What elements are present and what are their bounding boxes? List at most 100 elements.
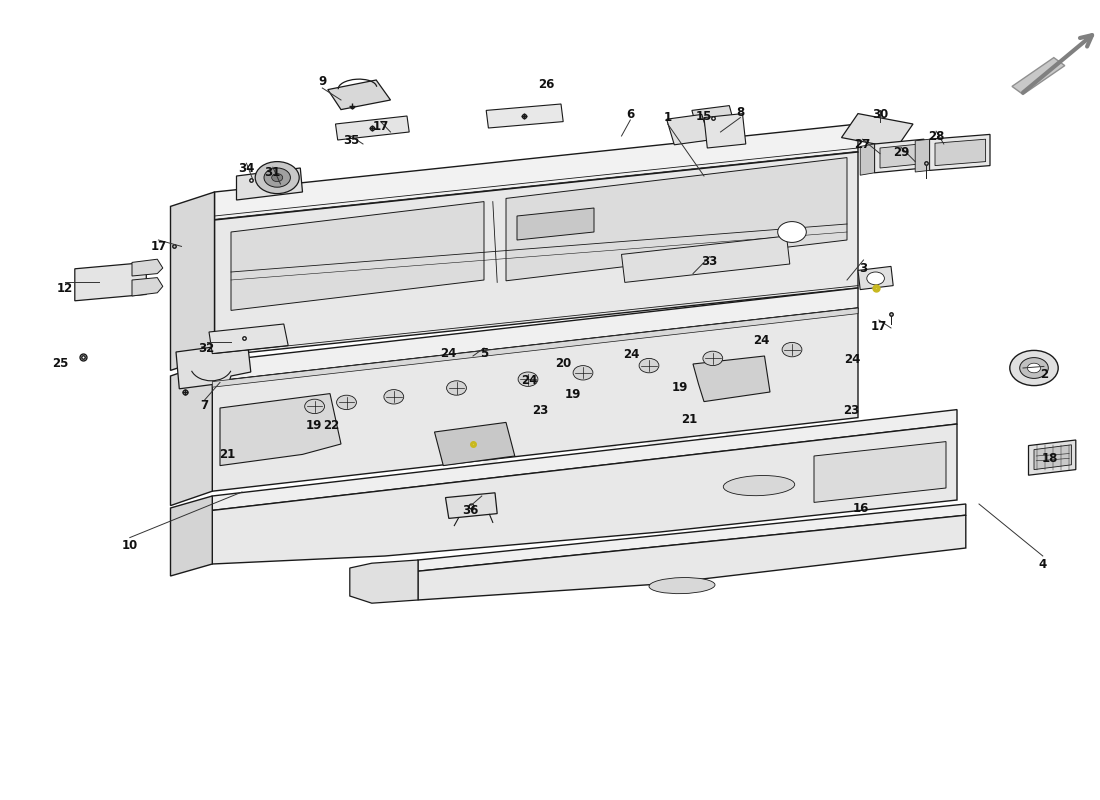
Polygon shape xyxy=(132,259,163,276)
Text: 24: 24 xyxy=(624,348,639,361)
Polygon shape xyxy=(212,308,858,387)
Polygon shape xyxy=(935,139,986,166)
Text: 4: 4 xyxy=(1038,558,1047,570)
Text: 10: 10 xyxy=(122,539,138,552)
Polygon shape xyxy=(170,496,212,576)
Polygon shape xyxy=(220,394,341,466)
Text: 22: 22 xyxy=(323,419,339,432)
Text: 25: 25 xyxy=(53,358,68,370)
Polygon shape xyxy=(517,208,594,240)
Polygon shape xyxy=(1028,440,1076,475)
Polygon shape xyxy=(704,114,746,148)
Polygon shape xyxy=(693,356,770,402)
Polygon shape xyxy=(214,152,858,356)
Circle shape xyxy=(573,366,593,380)
Text: 31: 31 xyxy=(265,166,280,178)
Text: 23: 23 xyxy=(532,404,548,417)
Polygon shape xyxy=(132,278,163,296)
Polygon shape xyxy=(350,560,418,603)
Text: 24: 24 xyxy=(845,353,860,366)
Circle shape xyxy=(639,358,659,373)
Text: 7: 7 xyxy=(200,399,209,412)
Polygon shape xyxy=(418,504,966,571)
Text: 24: 24 xyxy=(521,374,537,387)
Text: 21: 21 xyxy=(220,448,235,461)
Circle shape xyxy=(782,342,802,357)
Circle shape xyxy=(1027,363,1041,373)
Polygon shape xyxy=(814,442,946,502)
Text: 17: 17 xyxy=(373,120,388,133)
Text: 33: 33 xyxy=(702,255,717,268)
Text: 29: 29 xyxy=(893,146,909,158)
Polygon shape xyxy=(915,139,930,172)
Polygon shape xyxy=(212,410,957,510)
Polygon shape xyxy=(1012,58,1065,94)
Polygon shape xyxy=(328,80,390,110)
Text: 6: 6 xyxy=(626,108,635,121)
Circle shape xyxy=(867,272,884,285)
Ellipse shape xyxy=(724,475,794,496)
Text: 16: 16 xyxy=(854,502,869,514)
Text: 19: 19 xyxy=(306,419,321,432)
Text: 35: 35 xyxy=(343,134,359,147)
Polygon shape xyxy=(170,192,214,370)
Text: 9: 9 xyxy=(318,75,327,88)
Text: 21: 21 xyxy=(682,413,697,426)
Polygon shape xyxy=(434,422,515,466)
Circle shape xyxy=(305,399,324,414)
Text: 5: 5 xyxy=(480,347,488,360)
Text: 12: 12 xyxy=(57,282,73,294)
Polygon shape xyxy=(231,202,484,310)
Polygon shape xyxy=(506,158,847,281)
Text: 2: 2 xyxy=(1040,368,1048,381)
Polygon shape xyxy=(176,342,251,389)
Text: 19: 19 xyxy=(672,381,688,394)
Text: 26: 26 xyxy=(539,78,554,90)
Circle shape xyxy=(1010,350,1058,386)
Text: 1: 1 xyxy=(663,111,672,124)
Text: eurospares: eurospares xyxy=(220,384,747,465)
Circle shape xyxy=(264,168,290,187)
Polygon shape xyxy=(858,266,893,290)
Polygon shape xyxy=(446,493,497,518)
Polygon shape xyxy=(1034,445,1071,470)
Polygon shape xyxy=(874,139,924,173)
Polygon shape xyxy=(692,106,735,130)
Text: 36: 36 xyxy=(463,504,478,517)
Circle shape xyxy=(272,174,283,182)
Text: 32: 32 xyxy=(199,342,214,354)
Polygon shape xyxy=(930,134,990,170)
Ellipse shape xyxy=(649,578,715,594)
Polygon shape xyxy=(621,236,790,282)
Circle shape xyxy=(1020,358,1048,378)
Text: 19: 19 xyxy=(565,388,581,401)
Text: 23: 23 xyxy=(844,404,859,417)
Text: 28: 28 xyxy=(928,130,944,142)
Polygon shape xyxy=(418,515,966,600)
Polygon shape xyxy=(860,144,875,175)
Text: 30: 30 xyxy=(872,108,888,121)
Polygon shape xyxy=(170,362,212,506)
Polygon shape xyxy=(214,124,858,220)
Polygon shape xyxy=(212,424,957,564)
Polygon shape xyxy=(212,308,858,491)
Circle shape xyxy=(518,372,538,386)
Polygon shape xyxy=(212,288,858,382)
Polygon shape xyxy=(486,104,563,128)
Circle shape xyxy=(447,381,466,395)
Polygon shape xyxy=(236,168,302,200)
Text: 34: 34 xyxy=(239,162,254,174)
Polygon shape xyxy=(842,114,913,148)
Text: 17: 17 xyxy=(151,240,166,253)
Text: 17: 17 xyxy=(871,320,887,333)
Text: 24: 24 xyxy=(754,334,769,347)
Text: 18: 18 xyxy=(1042,452,1057,465)
Text: 27: 27 xyxy=(855,138,870,150)
Polygon shape xyxy=(75,262,146,301)
Circle shape xyxy=(337,395,356,410)
Polygon shape xyxy=(336,116,409,140)
Circle shape xyxy=(255,162,299,194)
Circle shape xyxy=(384,390,404,404)
Circle shape xyxy=(778,222,806,242)
Polygon shape xyxy=(209,324,288,354)
